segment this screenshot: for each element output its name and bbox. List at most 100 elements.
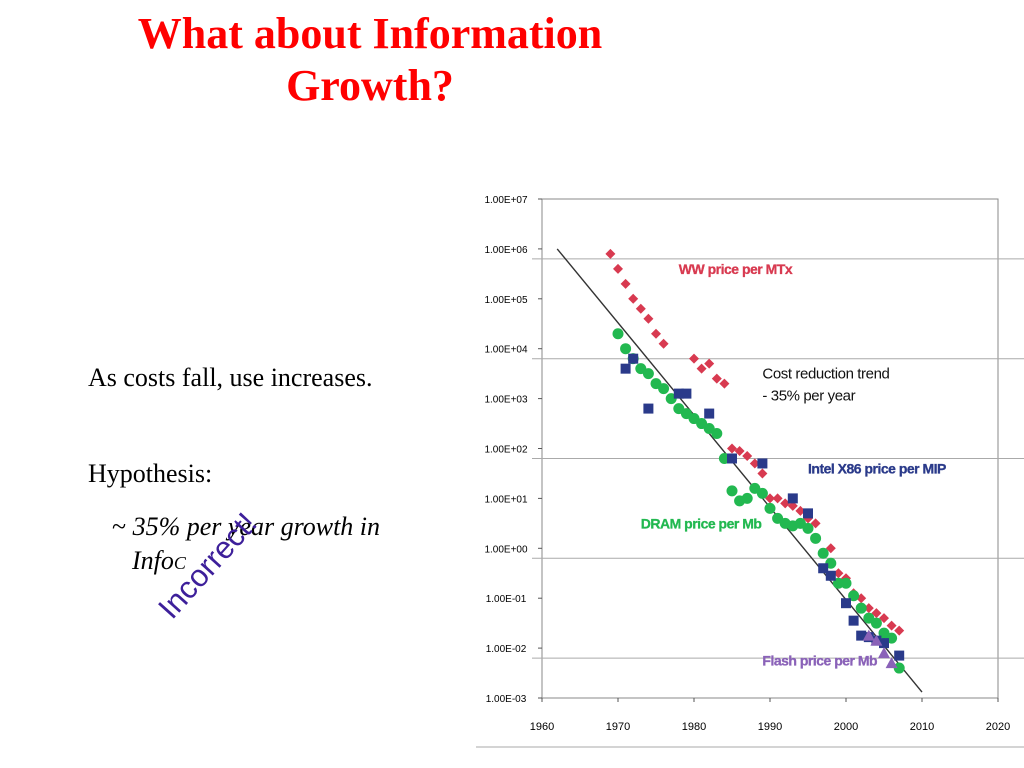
- ww-price-marker: [734, 445, 745, 456]
- x86-price-marker: [848, 615, 859, 626]
- ww-price-marker: [605, 248, 616, 259]
- y-tick-label: 1.00E+01: [484, 494, 528, 505]
- dram-price-marker: [620, 343, 632, 355]
- y-tick-label: 1.00E-01: [486, 594, 527, 605]
- ww-price-marker: [651, 328, 661, 339]
- y-tick-label: 1.00E+06: [484, 245, 528, 256]
- ww-price-marker: [772, 493, 783, 504]
- dram-price-marker: [612, 328, 624, 340]
- x86-price-marker: [818, 563, 829, 574]
- x-tick-label: 2020: [986, 721, 1010, 733]
- dram-price-marker: [855, 602, 867, 614]
- ww-price-marker: [765, 493, 775, 504]
- dram-price-marker: [658, 383, 670, 395]
- x86-price-marker: [643, 403, 654, 414]
- dram-price-marker: [642, 368, 654, 380]
- dram-price-marker: [817, 547, 829, 559]
- ww-price-marker: [795, 505, 806, 516]
- x-tick-label: 1970: [606, 721, 630, 733]
- flash-price-marker: [878, 647, 890, 659]
- ww-price-marker: [886, 620, 897, 631]
- dram-price-marker: [711, 428, 723, 440]
- ww-price-marker: [643, 313, 654, 324]
- flash-price-marker: [862, 629, 875, 641]
- trend-line: [556, 248, 923, 693]
- hypothesis-bullet: ~ 35% per year growth in InfoC: [112, 510, 380, 580]
- ww-price-marker: [613, 263, 623, 274]
- ww-price-marker: [871, 608, 882, 619]
- x-tick-label: 1990: [758, 721, 782, 733]
- series-label: Intel X86 price per MIP: [808, 460, 946, 476]
- ww-price-marker: [780, 498, 791, 509]
- bullet-line-1: 35% per year growth in: [132, 512, 381, 541]
- dram-price-marker: [870, 617, 882, 629]
- series-label: WW price per MTx: [679, 261, 793, 277]
- dram-price-marker: [756, 487, 768, 499]
- y-tick-label: 1.00E+02: [484, 445, 528, 456]
- x-tick-label: 2010: [910, 721, 934, 733]
- trend-label: Cost reduction trend: [762, 366, 889, 383]
- ww-price-marker: [719, 378, 730, 389]
- ww-price-marker: [863, 603, 874, 614]
- dram-price-marker: [840, 577, 852, 589]
- dram-price-marker: [726, 485, 738, 497]
- ww-price-marker: [825, 543, 836, 554]
- x86-price-marker: [825, 570, 836, 581]
- x86-price-marker: [803, 508, 813, 519]
- bullet-marker: ~: [112, 512, 127, 541]
- price-trend-chart: 1.00E-03 1.00E-02 1.00E-01 1.00E+00 1.00E+01…: [476, 195, 1024, 748]
- y-tick-label: 1.00E-02: [486, 644, 527, 655]
- ww-price-marker: [689, 353, 699, 364]
- x86-price-marker: [628, 353, 639, 364]
- title-line-1: What about Information: [137, 9, 603, 58]
- x86-price-marker: [879, 638, 889, 649]
- y-tick-label: 1.00E+00: [484, 544, 528, 555]
- flash-price-marker: [870, 634, 883, 646]
- x-tick-label: 2000: [834, 721, 858, 733]
- ww-price-marker: [879, 613, 889, 624]
- y-tick-label: 1.00E-03: [486, 694, 527, 705]
- dram-price-marker: [893, 662, 905, 674]
- y-tick-label: 1.00E+03: [484, 395, 528, 406]
- x86-price-marker: [841, 598, 851, 609]
- ww-price-marker: [628, 293, 639, 304]
- x86-price-marker: [727, 453, 737, 464]
- x86-price-marker: [673, 388, 684, 399]
- x86-price-marker: [787, 493, 798, 504]
- bullet-subscript: C: [173, 553, 186, 573]
- ww-price-marker: [658, 338, 669, 349]
- ww-price-marker: [635, 303, 646, 314]
- x86-price-marker: [894, 650, 905, 661]
- ww-price-marker: [810, 518, 821, 529]
- series-label: DRAM price per Mb: [641, 515, 762, 531]
- x86-price-marker: [620, 363, 631, 374]
- x-tick-label: 1960: [530, 721, 554, 733]
- series-label: Flash price per Mb: [762, 653, 877, 669]
- ww-price-marker: [749, 458, 760, 469]
- ww-price-marker: [757, 468, 768, 479]
- ww-price-marker: [704, 358, 715, 369]
- title-line-2: Growth?: [286, 61, 454, 110]
- dram-price-marker: [764, 502, 776, 514]
- ww-price-marker: [696, 363, 707, 374]
- x86-price-marker: [757, 458, 768, 469]
- y-tick-label: 1.00E+04: [484, 345, 528, 356]
- ww-price-marker: [620, 278, 631, 289]
- ww-price-marker: [894, 625, 905, 636]
- dram-price-marker: [802, 522, 814, 534]
- hypothesis-label: Hypothesis:: [88, 459, 213, 488]
- bullet-line-2: Info: [132, 546, 174, 575]
- y-tick-label: 1.00E+05: [484, 295, 528, 306]
- dram-price-marker: [741, 492, 753, 504]
- observation-text: As costs fall, use increases.: [88, 363, 373, 392]
- ww-price-marker: [711, 373, 722, 384]
- slide-title: What about Information Growth?: [50, 8, 690, 112]
- trend-label: - 35% per year: [762, 388, 855, 405]
- x86-price-marker: [704, 408, 715, 419]
- dram-price-marker: [810, 532, 822, 544]
- ww-price-marker: [742, 450, 753, 461]
- y-tick-label: 1.00E+07: [484, 195, 528, 206]
- x-tick-label: 1980: [682, 721, 706, 733]
- ww-price-marker: [833, 568, 844, 579]
- ww-price-marker: [727, 443, 737, 454]
